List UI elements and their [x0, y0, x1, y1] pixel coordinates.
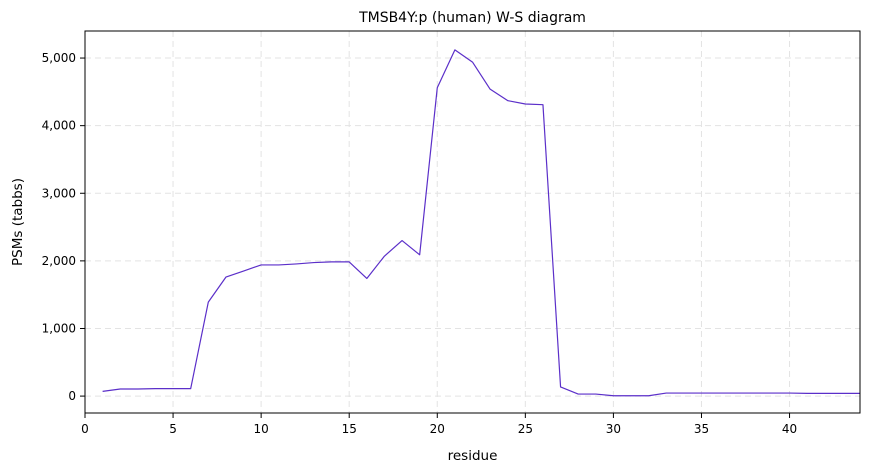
x-axis: 0 5 10 15 20 25 30 35 40	[81, 413, 797, 436]
x-tick-label: 40	[782, 422, 797, 436]
y-tick-label: 0	[68, 389, 76, 403]
y-tick-label: 3,000	[42, 186, 76, 200]
x-axis-label: residue	[448, 448, 498, 464]
plot-area	[102, 49, 860, 397]
y-axis: 0 1,000 2,000 3,000 4,000 5,000	[42, 51, 85, 403]
x-tick-label: 30	[606, 422, 621, 436]
grid	[85, 31, 860, 413]
y-tick-label: 4,000	[42, 119, 76, 133]
x-tick-label: 10	[253, 422, 268, 436]
x-tick-label: 5	[169, 422, 177, 436]
y-tick-label: 2,000	[42, 254, 76, 268]
chart-title: TMSB4Y:p (human) W-S diagram	[358, 10, 586, 26]
y-axis-label: PSMs (tabbs)	[10, 178, 26, 266]
axes-frame	[84, 30, 861, 414]
series-line	[102, 49, 860, 397]
x-tick-label: 35	[694, 422, 709, 436]
axes-border	[84, 30, 861, 414]
y-tick-label: 5,000	[42, 51, 76, 65]
x-tick-label: 0	[81, 422, 89, 436]
x-tick-label: 15	[342, 422, 357, 436]
y-tick-label: 1,000	[42, 321, 76, 335]
x-tick-label: 20	[430, 422, 445, 436]
x-tick-label: 25	[518, 422, 533, 436]
